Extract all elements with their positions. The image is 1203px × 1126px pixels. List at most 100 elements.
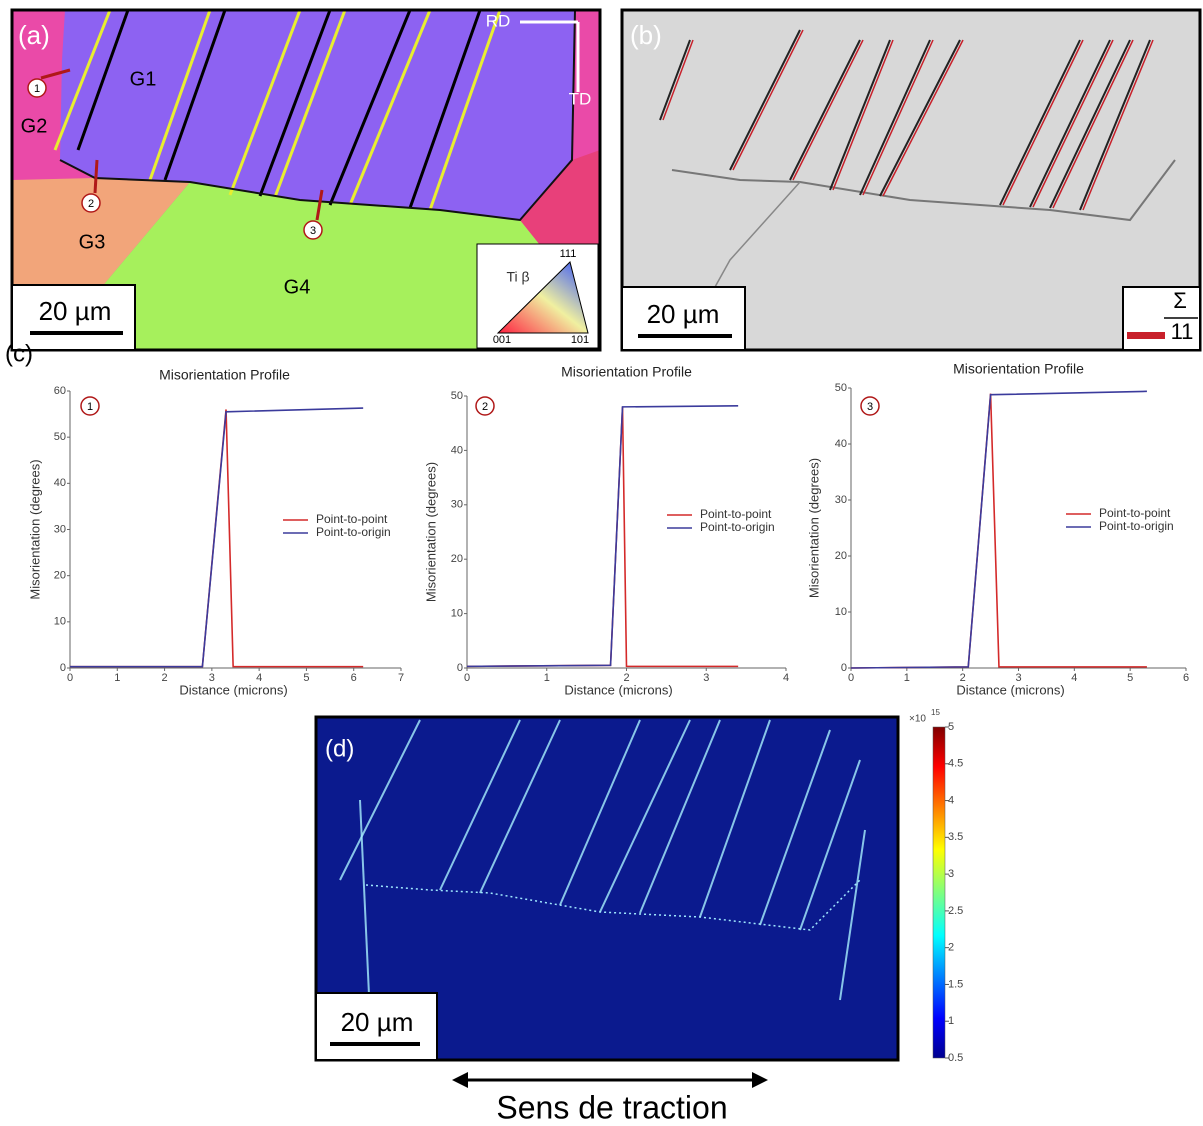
- y-tick-label: 10: [451, 608, 463, 620]
- panel-frame: [620, 8, 1202, 352]
- ipf-corner: 101: [571, 334, 589, 346]
- colorbar-multiplier: ×10: [909, 714, 926, 725]
- marker-number: 2: [88, 198, 94, 210]
- y-tick-label: 30: [54, 523, 66, 535]
- twin-band: [76, 10, 130, 151]
- x-tick-label: 1: [114, 672, 120, 684]
- legend-label: Point-to-origin: [316, 525, 391, 539]
- dislocation-line: [559, 719, 641, 906]
- sigma-boundary: [662, 39, 694, 121]
- x-tick-label: 5: [303, 672, 309, 684]
- marker-circle: [81, 193, 101, 213]
- y-tick-label: 0: [60, 662, 66, 674]
- ipf-triangle: [496, 261, 589, 334]
- x-tick-label: 0: [848, 672, 854, 684]
- x-tick-label: 3: [1015, 672, 1021, 684]
- ipf-corner: 001: [493, 334, 511, 346]
- y-axis-label: Misorientation (degrees): [27, 459, 42, 599]
- dislocation-line: [799, 759, 861, 931]
- x-tick-label: 0: [464, 672, 470, 684]
- y-tick-label: 50: [451, 390, 463, 402]
- marker-number: 1: [87, 401, 93, 413]
- x-tick-label: 1: [904, 672, 910, 684]
- panel-label: (d): [325, 735, 354, 762]
- colorbar: [932, 726, 946, 1059]
- series-line: [466, 406, 739, 668]
- legend-label: Point-to-origin: [1099, 519, 1174, 533]
- y-tick-label: 20: [451, 553, 463, 565]
- twin-trace: [729, 29, 801, 171]
- chart-title: Misorientation Profile: [561, 364, 692, 380]
- marker-circle: [475, 396, 495, 416]
- y-tick-label: 50: [835, 382, 847, 394]
- twin-trace: [829, 39, 891, 191]
- panel-frame: [10, 8, 602, 352]
- sigma-legend-box: [1122, 286, 1201, 351]
- marker-number: 1: [34, 83, 40, 95]
- dislocation-line: [839, 829, 866, 1001]
- arrow-head: [752, 1072, 768, 1088]
- y-tick-label: 10: [835, 606, 847, 618]
- scale-box: [621, 286, 746, 351]
- grain-g5: [520, 150, 600, 250]
- series-line: [850, 390, 1147, 669]
- sigma-boundary: [862, 39, 934, 196]
- legend-label: Point-to-point: [1099, 506, 1171, 520]
- sigma-boundary: [832, 39, 894, 191]
- y-axis-label: Misorientation (degrees): [806, 458, 821, 598]
- y-tick-label: 40: [54, 477, 66, 489]
- chart-title: Misorientation Profile: [953, 361, 1084, 377]
- twin-band: [163, 10, 227, 181]
- twin-trace: [1049, 39, 1131, 209]
- y-tick-label: 30: [451, 499, 463, 511]
- twin-trace: [1079, 39, 1151, 211]
- ipf-corner: 111: [560, 248, 577, 260]
- colorbar-tick-label: 5: [948, 721, 954, 733]
- sigma-boundary: [732, 29, 804, 171]
- x-tick-label: 6: [1183, 672, 1189, 684]
- legend-label: Point-to-origin: [700, 520, 775, 534]
- dislocation-line: [339, 719, 421, 881]
- series-line: [70, 407, 364, 668]
- sigma-swatch: [1127, 332, 1165, 339]
- dislocation-line: [759, 729, 831, 926]
- marker-line: [40, 68, 71, 80]
- x-tick-label: 4: [1071, 672, 1077, 684]
- series-line: [466, 404, 739, 668]
- twin-band: [53, 10, 112, 151]
- x-tick-label: 7: [398, 672, 404, 684]
- x-tick-label: 4: [783, 672, 789, 684]
- marker-line: [315, 189, 324, 221]
- twin-trace: [999, 39, 1081, 206]
- chart-title: Misorientation Profile: [159, 367, 290, 383]
- x-axis-label: Distance (microns): [956, 682, 1064, 697]
- td-label: TD: [569, 89, 592, 108]
- ebsd-map: [12, 10, 600, 350]
- scale-label: 20 µm: [39, 296, 112, 326]
- x-tick-label: 3: [703, 672, 709, 684]
- grain-label: G3: [79, 231, 106, 253]
- y-tick-label: 40: [451, 444, 463, 456]
- marker-circle: [80, 396, 100, 416]
- dislocation-line: [479, 719, 561, 894]
- twin-trace: [789, 39, 861, 181]
- panel-label: (c): [5, 340, 33, 367]
- legend-label: Point-to-point: [700, 507, 772, 521]
- grain-label: G1: [130, 68, 157, 90]
- colorbar-tick-label: 2: [948, 942, 954, 954]
- colorbar-tick-label: 1.5: [948, 978, 963, 990]
- colorbar-tick-label: 4.5: [948, 758, 963, 770]
- marker-circle: [860, 396, 880, 416]
- marker-number: 3: [867, 401, 873, 413]
- twin-band: [408, 10, 482, 209]
- panel-label: (b): [630, 20, 662, 50]
- x-tick-label: 3: [209, 672, 215, 684]
- y-tick-label: 0: [457, 662, 463, 674]
- colorbar-tick-label: 2.5: [948, 905, 963, 917]
- x-tick-label: 1: [544, 672, 550, 684]
- sigma-boundary: [792, 39, 864, 181]
- y-tick-label: 60: [54, 385, 66, 397]
- y-tick-label: 20: [835, 550, 847, 562]
- scale-label: 20 µm: [341, 1007, 414, 1037]
- dislocation-line: [439, 719, 521, 891]
